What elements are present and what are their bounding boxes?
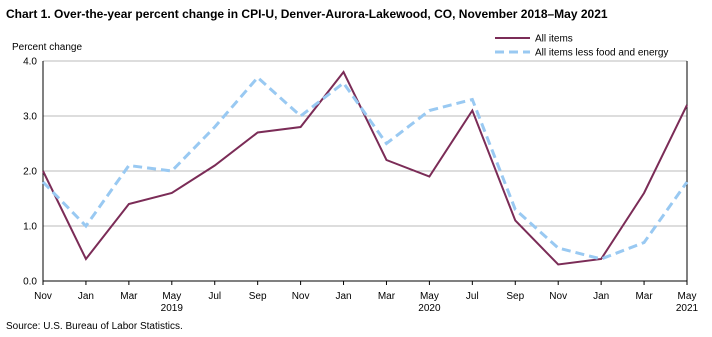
- y-tick-label: 1.0: [23, 222, 37, 233]
- x-tick-label: Nov: [549, 291, 567, 302]
- y-tick-label: 4.0: [23, 57, 37, 68]
- x-tick-label: May 2020: [418, 291, 441, 314]
- x-tick-label: May 2021: [676, 291, 699, 314]
- x-tick-label: Jul: [208, 291, 221, 302]
- x-tick-label: Nov: [292, 291, 310, 302]
- y-axis-label: Percent change: [12, 42, 82, 53]
- series-line: [42, 70, 688, 266]
- chart-title: Chart 1. Over-the-year percent change in…: [6, 7, 608, 21]
- x-tick-label: Sep: [249, 291, 267, 302]
- y-tick-label: 2.0: [23, 167, 37, 178]
- x-tick-label: May 2019: [161, 291, 184, 314]
- source-note: Source: U.S. Bureau of Labor Statistics.: [6, 321, 183, 332]
- y-tick-label: 3.0: [23, 112, 37, 123]
- x-tick-label: Mar: [120, 291, 138, 302]
- x-tick-label: Jan: [335, 291, 351, 302]
- x-tick-label: Jan: [78, 291, 94, 302]
- x-tick-label: Sep: [506, 291, 524, 302]
- legend-label: All items less food and energy: [535, 48, 668, 59]
- x-tick-label: Jan: [593, 291, 609, 302]
- legend-label: All items: [535, 34, 573, 45]
- x-tick-label: Mar: [378, 291, 396, 302]
- series-line: [41, 75, 689, 261]
- y-tick-label: 0.0: [23, 277, 37, 288]
- x-tick-label: Mar: [635, 291, 653, 302]
- x-tick-label: Jul: [466, 291, 479, 302]
- x-tick-label: Nov: [34, 291, 52, 302]
